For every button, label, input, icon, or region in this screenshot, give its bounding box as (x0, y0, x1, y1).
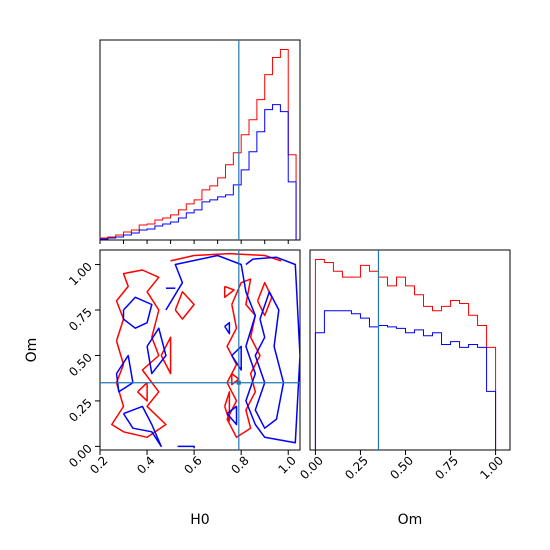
histogram-h0-series-red (99, 49, 297, 240)
hist-om-tick-label: 0.00 (297, 453, 326, 482)
contour-x-tick-label: 0.8 (228, 453, 251, 476)
contour-x-ticks: 0.2 0.4 0.6 0.8 1.0 (87, 450, 299, 477)
histogram-om-frame (309, 249, 511, 451)
histogram-om-panel: 0.00 0.25 0.50 0.75 1.00 Om (297, 249, 511, 528)
histogram-om-series-blue (314, 310, 497, 450)
histogram-h0-series-blue (99, 104, 297, 240)
histogram-om-series-red (314, 259, 497, 450)
contour-y-tick-label: 0.75 (66, 305, 95, 334)
xlabel-h0: H0 (190, 512, 209, 528)
contour-x-tick-label: 1.0 (275, 453, 298, 476)
contour-y-tick-label: 1.00 (66, 260, 95, 289)
contour-blue-6 (254, 291, 285, 429)
contour-y-tick-label: 0.50 (66, 351, 95, 380)
contour-red-3 (160, 336, 172, 375)
contour-red-2 (174, 291, 195, 320)
contour-y-tick-label: 0.25 (66, 396, 95, 425)
contour-red-7 (223, 285, 235, 299)
contour-blue-3 (115, 354, 134, 393)
contour-blue-7 (231, 345, 242, 371)
contour-blue-8 (226, 405, 238, 426)
contour-frame (99, 249, 301, 451)
contour-red-1 (111, 269, 167, 439)
contour-y-ticks: 0.000.250.500.751.00 (66, 260, 100, 470)
hist-om-tick-label: 0.25 (342, 453, 371, 482)
contour-red-0 (170, 252, 282, 262)
histogram-h0-frame (99, 39, 301, 241)
truth-point (236, 380, 241, 385)
histogram-om-x-ticks: 0.00 0.25 0.50 0.75 1.00 (297, 450, 506, 482)
contour-red-4 (137, 381, 148, 402)
contour-red-6 (256, 281, 273, 317)
contour-blue-4 (122, 405, 162, 448)
contour-blue-1 (122, 296, 153, 329)
contour-x-tick-label: 0.6 (181, 453, 204, 476)
contour-blue-0 (165, 254, 300, 444)
contour-red-8 (231, 373, 240, 386)
contour-blue-5 (177, 445, 195, 449)
contour-x-tick-label: 0.4 (134, 453, 157, 476)
contour-blue-2 (146, 327, 167, 375)
contour-red-5 (226, 278, 261, 439)
contour-h0-om-panel: 0.2 0.4 0.6 0.8 1.0 0.000.250.500.751.00 H0 … (24, 249, 301, 528)
contour-blue-9 (224, 321, 231, 335)
hist-om-tick-label: 0.50 (387, 453, 416, 482)
xlabel-om: Om (398, 512, 423, 528)
histogram-h0-ticks (99, 240, 289, 244)
ylabel-om: Om (24, 338, 40, 363)
contour-x-tick-label: 0.2 (87, 453, 110, 476)
hist-om-tick-label: 1.00 (477, 453, 506, 482)
histogram-h0-panel (99, 39, 301, 244)
hist-om-tick-label: 0.75 (432, 453, 461, 482)
